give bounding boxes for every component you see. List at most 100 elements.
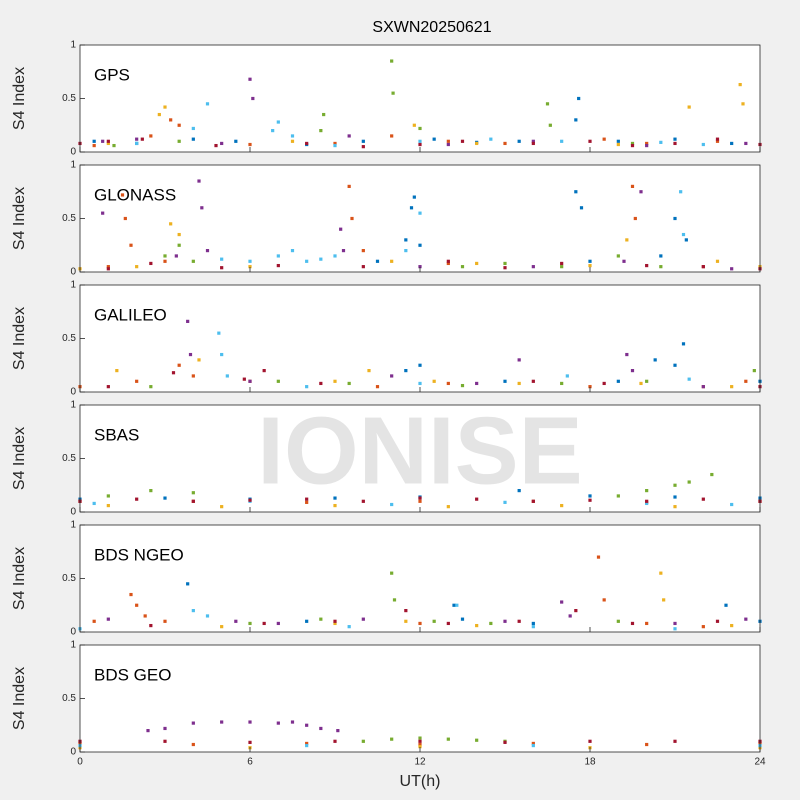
data-point: [446, 505, 450, 509]
data-point: [659, 140, 663, 144]
data-point: [163, 726, 167, 731]
data-point: [248, 379, 252, 383]
data-point: [220, 141, 224, 146]
data-point: [455, 603, 459, 607]
data-point: [177, 243, 181, 247]
data-point: [630, 184, 635, 188]
data-point: [645, 742, 649, 747]
data-point: [503, 261, 507, 266]
data-point: [171, 371, 176, 375]
x-tick-label: 24: [754, 757, 766, 768]
data-point: [191, 259, 195, 263]
data-point: [418, 142, 422, 147]
data-point: [149, 623, 153, 628]
data-point: [220, 625, 224, 629]
data-point: [276, 120, 280, 124]
data-point: [361, 499, 365, 503]
data-point: [460, 265, 465, 269]
data-point: [135, 141, 139, 146]
data-point: [673, 483, 677, 487]
data-point: [305, 141, 309, 146]
data-point: [602, 381, 606, 386]
data-point: [163, 105, 167, 109]
data-point: [730, 502, 734, 507]
data-point: [220, 505, 224, 509]
data-point: [276, 263, 280, 268]
data-point: [391, 91, 395, 95]
data-point: [248, 265, 252, 269]
data-point: [390, 374, 394, 378]
data-point: [220, 266, 224, 270]
data-point: [531, 625, 535, 629]
data-point: [630, 369, 635, 373]
data-point: [225, 374, 229, 378]
data-point: [673, 627, 677, 631]
data-point: [361, 739, 365, 743]
data-point: [163, 496, 167, 500]
data-point: [531, 139, 535, 143]
data-point: [418, 211, 422, 215]
data-point: [92, 143, 96, 148]
data-point: [418, 496, 422, 500]
data-point: [639, 381, 643, 386]
data-point: [205, 614, 210, 618]
data-point: [679, 190, 683, 194]
data-point: [333, 739, 337, 743]
data-point: [305, 743, 309, 748]
data-point: [432, 619, 436, 623]
data-point: [220, 352, 224, 357]
data-point: [531, 743, 535, 748]
data-point: [92, 501, 96, 506]
data-point: [568, 614, 572, 618]
data-point: [625, 238, 629, 242]
data-point: [361, 249, 365, 253]
data-point: [475, 261, 479, 266]
data-point: [191, 499, 195, 503]
data-point: [701, 497, 705, 501]
data-point: [217, 331, 221, 335]
figure-title: SXWN20250621: [372, 19, 491, 36]
data-point: [645, 263, 649, 268]
data-point: [191, 609, 195, 613]
data-point: [191, 721, 195, 725]
data-point: [489, 621, 493, 626]
data-point: [673, 621, 677, 626]
data-point: [404, 609, 408, 613]
data-point: [101, 139, 105, 143]
data-point: [475, 381, 479, 386]
data-point: [602, 598, 606, 602]
axes: 0 0.5 1 S4 Index SBAS: [11, 400, 762, 518]
data-point: [290, 720, 295, 724]
data-point: [276, 379, 280, 383]
data-point: [347, 625, 351, 629]
data-point: [622, 259, 626, 263]
data-point: [177, 139, 181, 143]
data-point: [106, 617, 110, 621]
data-point: [673, 216, 677, 221]
data-point: [633, 216, 637, 221]
data-point: [251, 96, 255, 101]
data-point: [361, 139, 365, 143]
data-point: [169, 118, 173, 122]
data-point: [123, 216, 127, 221]
data-point: [752, 369, 756, 373]
data-point: [687, 480, 691, 484]
data-point: [174, 254, 178, 258]
data-point: [220, 720, 224, 724]
data-point: [290, 249, 295, 253]
data-point: [409, 206, 414, 210]
data-point: [205, 102, 210, 106]
y-tick-label: 0: [70, 627, 76, 638]
data-point: [738, 82, 742, 87]
data-point: [305, 259, 309, 263]
y-axis-label: S4 Index: [11, 67, 28, 130]
data-point: [418, 499, 422, 503]
data-point: [645, 501, 649, 506]
data-point: [319, 381, 323, 386]
data-point: [446, 621, 450, 626]
data-point: [248, 720, 252, 724]
data-point: [616, 494, 620, 498]
data-point: [588, 385, 592, 389]
axes: 0 0.5 1 S4 Index GLONASS: [11, 160, 762, 278]
y-axis-label: S4 Index: [11, 667, 28, 730]
